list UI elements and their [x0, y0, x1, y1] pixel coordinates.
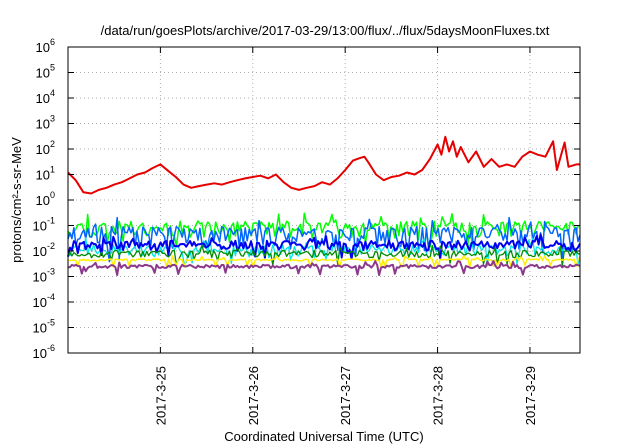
x-tick-label: 2017-3-26 — [246, 366, 261, 425]
series-line-8 — [67, 260, 581, 276]
y-tick-label: 101 — [36, 165, 55, 183]
y-tick-label: 10-6 — [33, 343, 55, 361]
series-line-3 — [67, 216, 581, 263]
x-tick-label: 2017-3-29 — [523, 366, 538, 425]
y-tick-label: 103 — [36, 114, 55, 132]
x-tick-label: 2017-3-27 — [338, 366, 353, 425]
y-tick-label: 106 — [36, 37, 55, 55]
y-tick-label: 10-1 — [33, 216, 55, 234]
x-tick-labels: 2017-3-25 2017-3-26 2017-3-27 2017-3-28 2017… — [153, 366, 538, 425]
y-axis-title: protons/cm²-s-sr-MeV — [9, 137, 24, 263]
y-tick-label: 10-3 — [33, 267, 55, 285]
grid — [68, 47, 580, 353]
x-axis-title: Coordinated Universal Time (UTC) — [224, 429, 423, 444]
x-tick-label: 2017-3-25 — [153, 366, 168, 425]
y-tick-labels: 10-6 10-5 10-4 10-3 10-2 10-1 100 101 102 103 104 1… — [33, 37, 55, 361]
y-tick-label: 100 — [36, 190, 55, 208]
series-line-6 — [67, 244, 581, 267]
chart-title: /data/run/goesPlots/archive/2017-03-29/1… — [101, 23, 550, 38]
data-series — [67, 135, 581, 276]
y-tick-label: 10-2 — [33, 241, 55, 259]
y-tick-label: 10-5 — [33, 318, 55, 336]
y-tick-label: 10-4 — [33, 292, 55, 310]
series-line-1 — [67, 135, 580, 195]
series-line-5 — [67, 233, 581, 260]
axis-ticks — [68, 46, 580, 354]
y-tick-label: 102 — [36, 139, 55, 157]
x-tick-label: 2017-3-28 — [431, 366, 446, 425]
y-tick-label: 105 — [36, 63, 55, 81]
y-tick-label: 104 — [36, 88, 55, 106]
